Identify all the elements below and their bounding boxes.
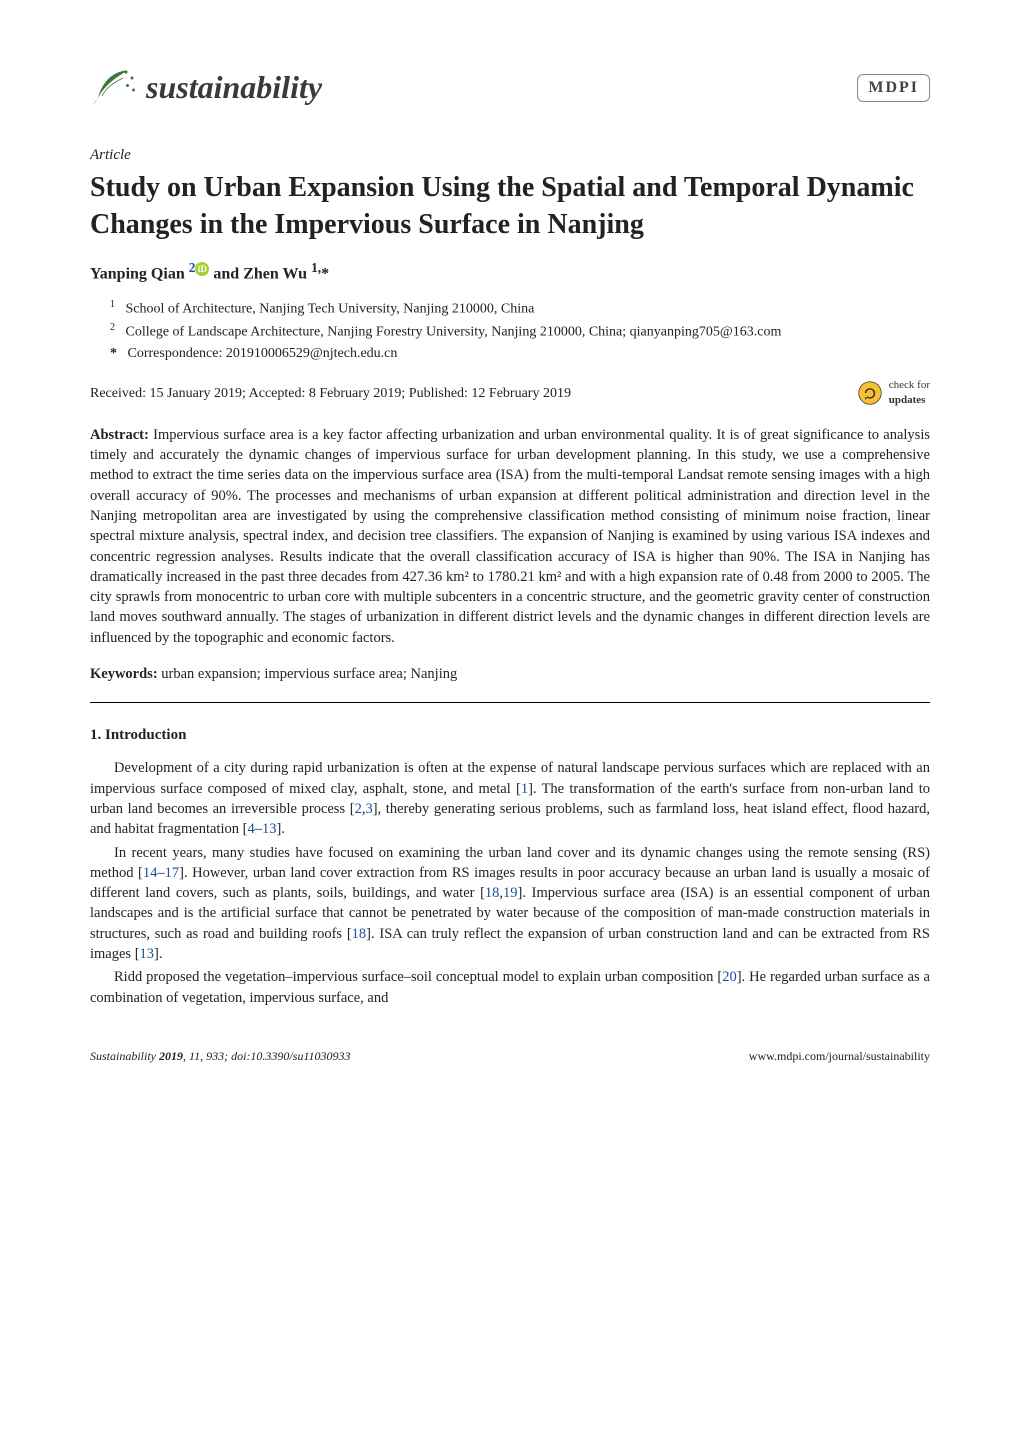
abstract: Abstract: Impervious surface area is a k… <box>90 425 930 648</box>
abstract-label: Abstract: <box>90 427 149 443</box>
authors: Yanping Qian 2iD and Zhen Wu 1,* <box>90 259 930 286</box>
publisher-logo: MDPI <box>857 74 930 102</box>
affiliations: 1 School of Architecture, Nanjing Tech U… <box>110 298 930 364</box>
correspondence: * Correspondence: 201910006529@njtech.ed… <box>110 344 930 364</box>
body-text: Development of a city during rapid urban… <box>90 758 930 1008</box>
affiliation-item: 1 School of Architecture, Nanjing Tech U… <box>110 298 930 319</box>
keywords-text: urban expansion; impervious surface area… <box>158 666 458 682</box>
section-heading: 1. Introduction <box>90 725 930 746</box>
dates: Received: 15 January 2019; Accepted: 8 F… <box>90 384 571 404</box>
keywords-label: Keywords: <box>90 666 158 682</box>
article-title: Study on Urban Expansion Using the Spati… <box>90 170 930 243</box>
footer: Sustainability 2019, 11, 933; doi:10.339… <box>90 1048 930 1065</box>
footer-left: Sustainability 2019, 11, 933; doi:10.339… <box>90 1048 351 1065</box>
leaf-icon <box>90 60 138 115</box>
keywords: Keywords: urban expansion; impervious su… <box>90 664 930 684</box>
paragraph: Ridd proposed the vegetation–impervious … <box>90 967 930 1008</box>
affiliation-item: 2 College of Landscape Architecture, Nan… <box>110 321 930 342</box>
journal-logo-block: sustainability <box>90 60 322 115</box>
footer-right: www.mdpi.com/journal/sustainability <box>749 1048 930 1065</box>
check-updates-label: check forupdates <box>889 378 930 409</box>
article-type: Article <box>90 145 930 166</box>
paragraph: Development of a city during rapid urban… <box>90 758 930 839</box>
header: sustainability MDPI <box>90 60 930 115</box>
paragraph: In recent years, many studies have focus… <box>90 843 930 965</box>
dates-row: Received: 15 January 2019; Accepted: 8 F… <box>90 378 930 409</box>
divider <box>90 702 930 703</box>
abstract-text: Impervious surface area is a key factor … <box>90 427 930 646</box>
journal-title: sustainability <box>146 65 322 110</box>
check-for-updates-button[interactable]: check forupdates <box>855 378 930 409</box>
